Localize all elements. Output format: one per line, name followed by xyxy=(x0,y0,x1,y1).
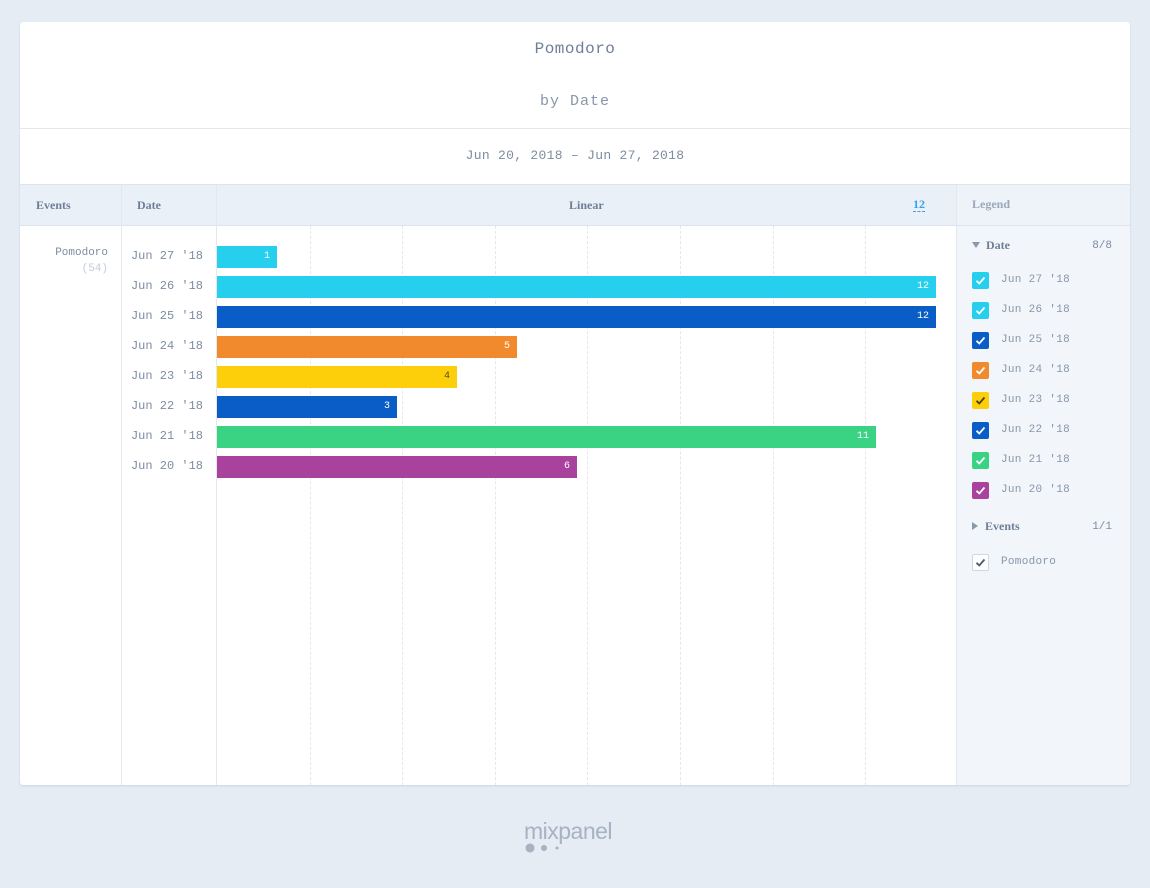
date-range: Jun 20, 2018 – Jun 27, 2018 xyxy=(465,148,685,163)
legend-date-item[interactable]: Jun 20 '18 xyxy=(972,482,1112,500)
bar[interactable] xyxy=(217,246,277,268)
legend-date-item[interactable]: Jun 21 '18 xyxy=(972,452,1112,470)
legend-date-label: Jun 24 '18 xyxy=(1001,364,1071,376)
date-label: Jun 24 '18 xyxy=(130,339,203,353)
scale-toggle[interactable]: Linear xyxy=(569,198,604,212)
checkbox[interactable] xyxy=(972,272,989,289)
date-label: Jun 25 '18 xyxy=(130,309,203,323)
axis-max-value[interactable]: 12 xyxy=(913,197,925,212)
legend-date-toggle[interactable]: Date xyxy=(972,238,1010,253)
column-header-events: Events xyxy=(36,198,71,212)
legend-events-header: Events xyxy=(985,519,1020,533)
caret-right-icon xyxy=(972,522,978,530)
legend-date-item[interactable]: Jun 24 '18 xyxy=(972,362,1112,380)
header-divider xyxy=(20,128,1130,129)
column-header-date: Date xyxy=(137,198,161,212)
checkmark-icon xyxy=(975,366,986,375)
checkmark-icon xyxy=(975,336,986,345)
logo-wordmark: mixpanel xyxy=(524,818,613,844)
legend-date-item[interactable]: Jun 22 '18 xyxy=(972,422,1112,440)
bar[interactable] xyxy=(217,366,457,388)
checkmark-icon xyxy=(975,456,986,465)
checkmark-icon xyxy=(975,306,986,315)
bar[interactable] xyxy=(217,306,936,328)
bar[interactable] xyxy=(217,336,517,358)
checkbox[interactable] xyxy=(972,452,989,469)
gridline xyxy=(402,226,403,785)
checkbox[interactable] xyxy=(972,332,989,349)
legend-date-label: Jun 27 '18 xyxy=(1001,274,1071,286)
legend-date-label: Jun 20 '18 xyxy=(1001,484,1071,496)
legend-date-header: Date xyxy=(986,238,1010,252)
logo-dots-icon xyxy=(525,843,559,853)
legend-date-item[interactable]: Jun 23 '18 xyxy=(972,392,1112,410)
bar-value-label: 12 xyxy=(916,281,929,292)
checkbox[interactable] xyxy=(972,554,989,571)
legend-panel xyxy=(956,226,1130,785)
bar[interactable] xyxy=(217,456,577,478)
legend-date-label: Jun 22 '18 xyxy=(1001,424,1071,436)
date-label: Jun 26 '18 xyxy=(130,279,203,293)
bar-value-label: 6 xyxy=(563,461,570,472)
date-label: Jun 20 '18 xyxy=(130,459,203,473)
legend-date-item[interactable]: Jun 26 '18 xyxy=(972,302,1112,320)
legend-header-bg xyxy=(956,185,1130,225)
event-name[interactable]: Pomodoro xyxy=(55,247,108,259)
date-label: Jun 27 '18 xyxy=(130,249,203,263)
date-label: Jun 22 '18 xyxy=(130,399,203,413)
report-title: Pomodoro xyxy=(534,40,616,58)
gridline xyxy=(680,226,681,785)
legend-date-count: 8/8 xyxy=(1092,240,1112,252)
gridline xyxy=(773,226,774,785)
checkmark-icon xyxy=(975,426,986,435)
gridline xyxy=(587,226,588,785)
gridline xyxy=(495,226,496,785)
legend-date-label: Jun 26 '18 xyxy=(1001,304,1071,316)
bar-value-label: 12 xyxy=(916,311,929,322)
bar[interactable] xyxy=(217,426,876,448)
report-card: Pomodoro by Date Jun 20, 2018 – Jun 27, … xyxy=(20,22,1130,785)
checkmark-icon xyxy=(975,558,986,567)
legend-date-label: Jun 25 '18 xyxy=(1001,334,1071,346)
bar-value-label: 11 xyxy=(856,431,869,442)
column-divider-date xyxy=(216,184,217,785)
checkmark-icon xyxy=(975,276,986,285)
checkmark-icon xyxy=(975,396,986,405)
legend-event-item[interactable]: Pomodoro xyxy=(972,554,1112,572)
column-divider-events xyxy=(121,184,122,785)
legend-date-label: Jun 21 '18 xyxy=(1001,454,1071,466)
event-count: (54) xyxy=(81,263,108,275)
date-label: Jun 23 '18 xyxy=(130,369,203,383)
bar-value-label: 1 xyxy=(263,251,270,262)
column-header-row: Events Date Linear 12 xyxy=(20,184,1130,226)
legend-date-label: Jun 23 '18 xyxy=(1001,394,1071,406)
gridline xyxy=(310,226,311,785)
checkbox[interactable] xyxy=(972,482,989,499)
bar-value-label: 5 xyxy=(503,341,510,352)
bar-value-label: 4 xyxy=(443,371,450,382)
bar[interactable] xyxy=(217,276,936,298)
checkbox[interactable] xyxy=(972,392,989,409)
mixpanel-logo: mixpanel xyxy=(524,818,628,858)
legend-events-toggle[interactable]: Events xyxy=(972,519,1020,534)
report-subtitle: by Date xyxy=(539,93,610,110)
caret-down-icon xyxy=(972,242,980,248)
column-header-legend: Legend xyxy=(972,197,1011,211)
bar[interactable] xyxy=(217,396,397,418)
checkbox[interactable] xyxy=(972,302,989,319)
bar-value-label: 3 xyxy=(383,401,390,412)
date-label: Jun 21 '18 xyxy=(130,429,203,443)
legend-events-count: 1/1 xyxy=(1092,521,1112,533)
legend-date-item[interactable]: Jun 27 '18 xyxy=(972,272,1112,290)
checkbox[interactable] xyxy=(972,422,989,439)
checkmark-icon xyxy=(975,486,986,495)
legend-event-label: Pomodoro xyxy=(1001,556,1057,568)
gridline xyxy=(865,226,866,785)
checkbox[interactable] xyxy=(972,362,989,379)
legend-date-item[interactable]: Jun 25 '18 xyxy=(972,332,1112,350)
